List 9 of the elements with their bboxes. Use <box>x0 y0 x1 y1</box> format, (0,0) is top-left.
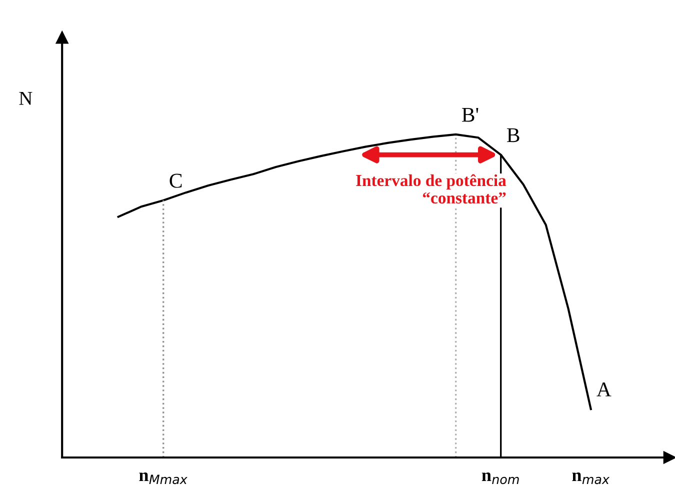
annotation: B' <box>462 108 478 122</box>
x-tick-label: n$_{nom}$ <box>482 472 519 484</box>
annotation: Intervalo de potência “constante” <box>356 174 506 204</box>
annotation: C <box>170 174 182 188</box>
y-axis-title: N <box>19 92 32 105</box>
x-tick-label: n$_{Mmax}$ <box>139 472 188 484</box>
x-tick-label: n$_{max}$ <box>572 472 610 484</box>
annotation: B <box>507 128 520 142</box>
annotation: A <box>596 382 612 396</box>
